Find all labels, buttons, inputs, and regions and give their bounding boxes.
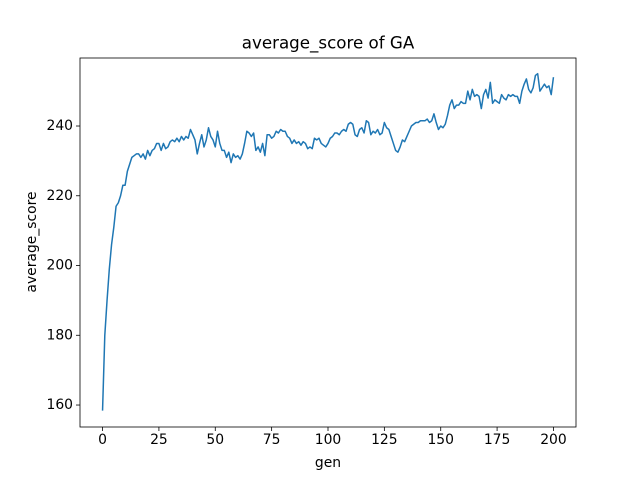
x-tick-label: 175 <box>484 432 511 448</box>
x-tick-label: 75 <box>263 432 281 448</box>
x-tick-label: 125 <box>371 432 398 448</box>
axes-frame <box>79 57 577 428</box>
y-tick-label: 220 <box>46 188 73 204</box>
x-axis-label: gen <box>315 455 341 471</box>
y-axis-label: average_score <box>24 191 40 292</box>
y-tick-label: 160 <box>46 397 73 413</box>
y-tick-label: 200 <box>46 258 73 274</box>
y-tick-label: 240 <box>46 118 73 134</box>
x-tick-label: 25 <box>150 432 168 448</box>
x-tick-label: 200 <box>540 432 567 448</box>
x-tick-label: 50 <box>206 432 224 448</box>
x-tick-label: 150 <box>427 432 454 448</box>
x-tick-label: 100 <box>315 432 342 448</box>
chart-title: average_score of GA <box>242 33 415 54</box>
data-line <box>101 72 555 411</box>
x-tick-label: 0 <box>98 432 107 448</box>
y-tick-label: 180 <box>46 327 73 343</box>
